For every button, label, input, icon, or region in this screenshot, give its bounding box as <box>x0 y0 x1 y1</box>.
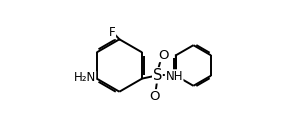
Text: H₂N: H₂N <box>73 71 96 84</box>
Text: O: O <box>149 90 160 103</box>
Text: S: S <box>153 68 162 83</box>
Text: NH: NH <box>165 70 183 83</box>
Text: O: O <box>158 48 169 62</box>
Text: F: F <box>109 26 115 39</box>
